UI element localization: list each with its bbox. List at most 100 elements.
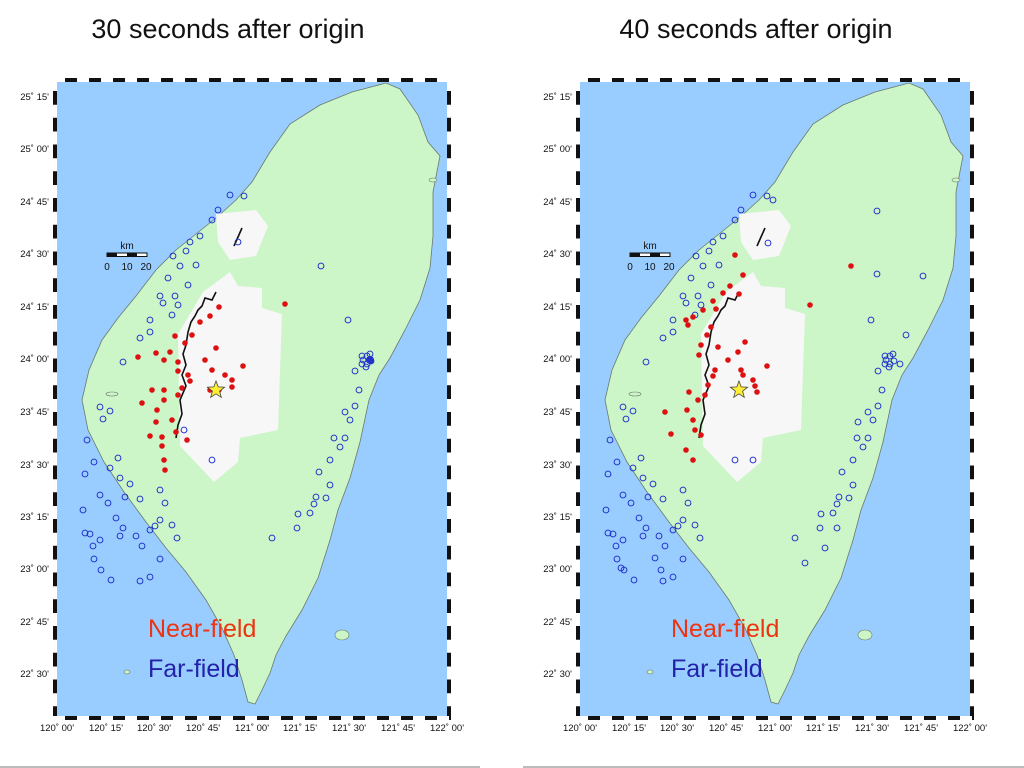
near-field-station: [229, 377, 235, 383]
far-field-station: [132, 532, 140, 540]
far-field-station: [336, 443, 344, 451]
latitude-tick-label: 24˚ 45': [543, 197, 572, 208]
frame-segment: [576, 666, 580, 680]
frame-segment: [53, 666, 57, 680]
far-field-station: [731, 216, 739, 224]
far-field-station: [649, 480, 657, 488]
far-field-station: [192, 261, 200, 269]
scale-unit-label: km: [643, 241, 656, 252]
near-field-station: [683, 317, 689, 323]
far-field-station: [833, 500, 841, 508]
frame-segment: [53, 613, 57, 626]
far-field-station: [873, 207, 881, 215]
far-field-station: [874, 402, 882, 410]
frame-segment: [576, 479, 580, 493]
far-field-station: [859, 443, 867, 451]
far-field-station: [156, 555, 164, 563]
far-field-station: [619, 491, 627, 499]
far-field-station: [619, 403, 627, 411]
far-field-station: [146, 316, 154, 324]
longitude-tick-label: 122˚ 00': [953, 723, 987, 734]
near-field-station: [149, 387, 155, 393]
frame-segment: [576, 318, 580, 332]
longitude-tick-label: 120˚ 45': [709, 723, 743, 734]
far-field-station: [293, 524, 301, 532]
far-field-station: [817, 510, 825, 518]
far-field-station: [606, 436, 614, 444]
legend-near-field: Near-field: [671, 615, 779, 643]
far-field-station: [174, 301, 182, 309]
far-field-station: [114, 454, 122, 462]
scale-bar-segment: [630, 253, 640, 257]
scale-tick-label: 20: [663, 262, 675, 273]
frame-segment: [576, 238, 580, 252]
frame-segment: [696, 78, 708, 82]
far-field-station: [763, 192, 771, 200]
frame-segment: [768, 78, 780, 82]
far-field-station: [651, 554, 659, 562]
far-field-station: [630, 576, 638, 584]
far-field-station: [268, 534, 276, 542]
far-field-station: [889, 350, 897, 358]
frame-segment: [888, 78, 900, 82]
legend-far-field: Far-field: [671, 655, 763, 683]
frame-segment: [576, 345, 580, 359]
far-field-station: [161, 499, 169, 507]
frame-segment: [221, 78, 233, 82]
frame-segment: [149, 78, 161, 82]
near-field-station: [750, 377, 756, 383]
longitude-tick-label: 122˚ 00': [430, 723, 464, 734]
latitude-tick-label: 22˚ 30': [20, 669, 49, 680]
frame-segment: [624, 78, 636, 82]
far-field-station: [326, 481, 334, 489]
frame-segment: [576, 452, 580, 466]
far-field-station: [833, 524, 841, 532]
scale-tick-label: 10: [644, 262, 656, 273]
far-field-station: [180, 426, 188, 434]
near-field-station: [685, 322, 691, 328]
near-field-station: [736, 291, 742, 297]
near-field-station: [159, 434, 165, 440]
far-field-station: [679, 292, 687, 300]
frame-segment: [970, 292, 974, 305]
far-field-station: [119, 358, 127, 366]
frame-segment: [53, 265, 57, 279]
far-field-station: [869, 416, 877, 424]
frame-segment: [413, 78, 425, 82]
near-field-station: [740, 272, 746, 278]
frame-segment: [149, 716, 161, 720]
frame-segment: [173, 716, 185, 720]
latitude-tick-label: 24˚ 15': [543, 302, 572, 313]
frame-segment: [53, 318, 57, 332]
far-field-station: [694, 292, 702, 300]
frame-segment: [77, 716, 89, 720]
far-field-station: [882, 356, 890, 364]
frame-segment: [447, 78, 451, 91]
frame-segment: [447, 399, 451, 412]
far-field-station: [306, 509, 314, 517]
frame-segment: [864, 78, 876, 82]
frame-segment: [447, 238, 451, 252]
far-field-station: [612, 542, 620, 550]
frame-segment: [970, 613, 974, 626]
near-field-station: [169, 417, 175, 423]
far-field-station-cluster: [366, 356, 374, 364]
near-field-station: [686, 389, 692, 395]
frame-segment: [413, 716, 425, 720]
frame-segment: [792, 78, 804, 82]
frame-segment: [53, 104, 57, 118]
near-field-station: [695, 397, 701, 403]
near-field-station: [222, 372, 228, 378]
scale-bar-segment: [107, 253, 117, 257]
far-field-station: [310, 500, 318, 508]
near-field-station: [161, 457, 167, 463]
far-field-station: [341, 408, 349, 416]
near-field-station: [735, 349, 741, 355]
frame-segment: [970, 532, 974, 546]
frame-segment: [447, 532, 451, 546]
near-field-station: [725, 357, 731, 363]
far-field-station: [874, 367, 882, 375]
latitude-tick-label: 24˚ 30': [20, 249, 49, 260]
frame-segment: [53, 425, 57, 439]
near-field-station: [754, 389, 760, 395]
